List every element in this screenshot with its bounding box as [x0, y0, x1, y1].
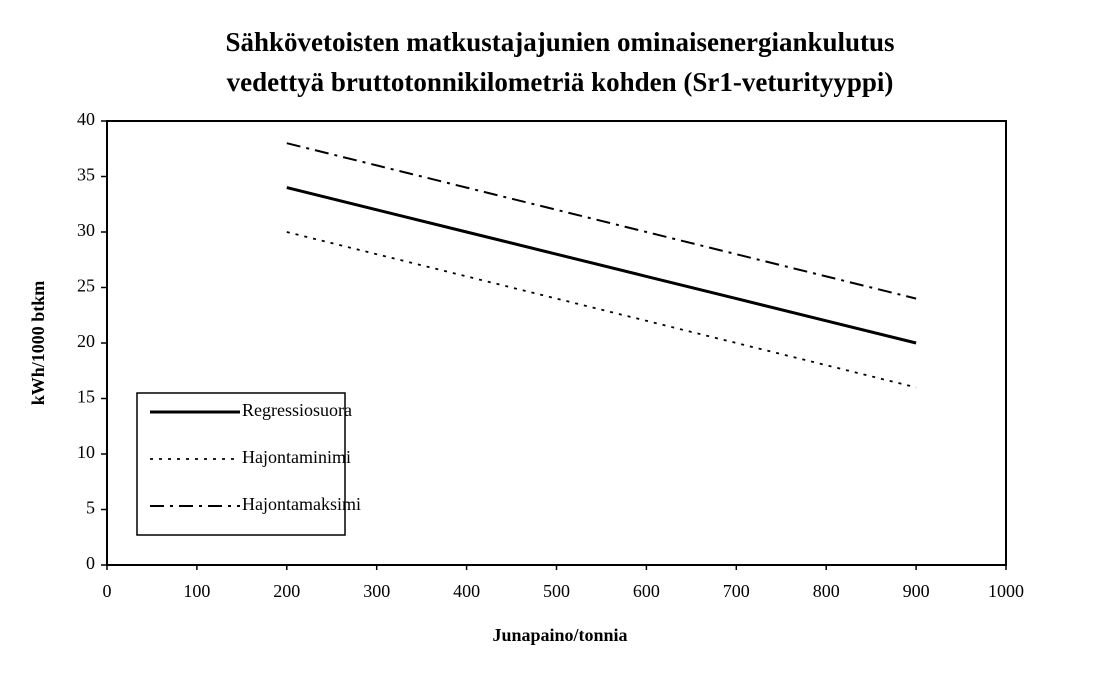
y-tick-label: 40 — [77, 109, 95, 129]
series-line — [286, 186, 917, 345]
x-tick-label: 300 — [363, 581, 390, 601]
y-tick-label: 20 — [77, 331, 95, 351]
legend-label: Hajontaminimi — [242, 447, 351, 467]
x-tick-label: 900 — [903, 581, 930, 601]
x-tick-label: 200 — [273, 581, 300, 601]
chart-title: Sähkövetoisten matkustajajunien ominaise… — [225, 27, 894, 57]
x-tick-label: 500 — [543, 581, 570, 601]
x-axis-label: Junapaino/tonnia — [492, 625, 627, 645]
x-tick-label: 400 — [453, 581, 480, 601]
x-tick-label: 800 — [813, 581, 840, 601]
y-tick-label: 30 — [77, 220, 95, 240]
x-tick-label: 0 — [103, 581, 112, 601]
y-tick-label: 5 — [86, 498, 95, 518]
y-tick-label: 15 — [77, 387, 95, 407]
legend-label: Hajontamaksimi — [242, 494, 361, 514]
legend-label: Regressiosuora — [242, 400, 352, 420]
y-axis-label: kWh/1000 btkm — [28, 281, 48, 406]
x-tick-label: 700 — [723, 581, 750, 601]
x-tick-label: 600 — [633, 581, 660, 601]
series-line — [286, 142, 917, 300]
x-tick-label: 1000 — [988, 581, 1024, 601]
y-tick-label: 25 — [77, 276, 95, 296]
y-tick-label: 35 — [77, 165, 95, 185]
chart-title: vedettyä bruttotonnikilometriä kohden (S… — [227, 67, 894, 97]
y-tick-label: 0 — [86, 553, 95, 573]
x-tick-label: 100 — [183, 581, 210, 601]
legend-box — [136, 392, 346, 536]
y-tick-label: 10 — [77, 442, 95, 462]
series-line — [286, 231, 917, 389]
